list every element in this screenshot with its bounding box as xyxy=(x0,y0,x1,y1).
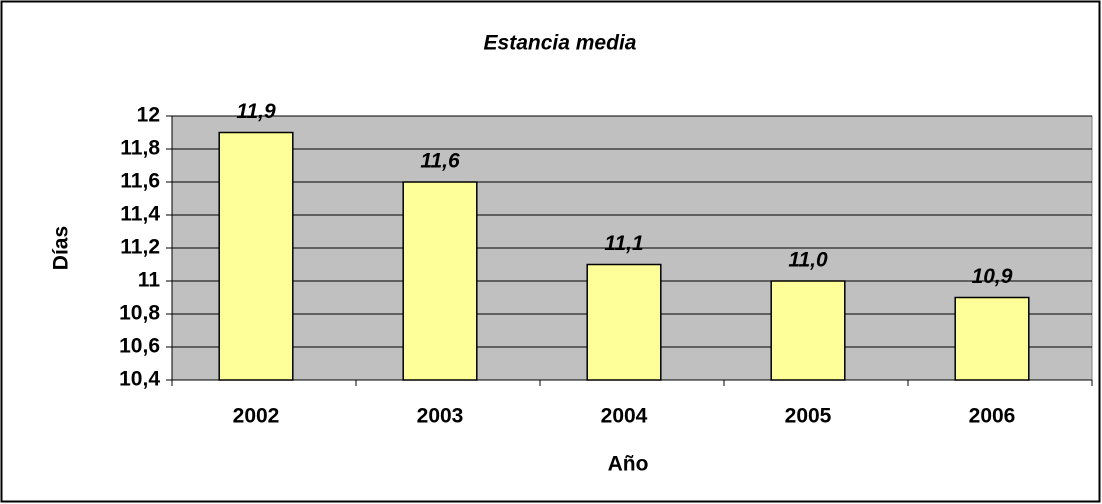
y-tick-label: 11 xyxy=(138,269,161,292)
x-tick-label: 2006 xyxy=(969,405,1016,428)
bar xyxy=(954,296,1030,381)
x-tick-label: 2004 xyxy=(601,405,648,428)
y-tick-label: 11,6 xyxy=(120,170,160,193)
y-tick-label: 11,8 xyxy=(120,137,160,160)
y-tick-label: 10,8 xyxy=(119,302,160,325)
value-label: 11,1 xyxy=(604,232,643,255)
y-tick-label: 10,4 xyxy=(119,368,160,391)
bar xyxy=(402,181,478,381)
x-axis-label: Año xyxy=(608,453,649,476)
x-tick-label: 2003 xyxy=(417,405,464,428)
value-label: 11,0 xyxy=(788,249,828,272)
chart-title: Estancia media xyxy=(484,32,637,55)
x-tick-label: 2005 xyxy=(785,405,832,428)
y-tick-label: 11,4 xyxy=(120,203,160,226)
value-label: 10,9 xyxy=(972,265,1013,288)
y-tick-label: 10,6 xyxy=(119,335,160,358)
bar xyxy=(770,280,846,381)
y-tick-label: 11,2 xyxy=(120,236,160,259)
value-label: 11,9 xyxy=(236,100,276,123)
value-label: 11,6 xyxy=(420,150,460,173)
bar xyxy=(218,131,294,381)
y-tick-label: 12 xyxy=(137,104,160,127)
bar xyxy=(586,263,662,381)
x-tick-label: 2002 xyxy=(233,405,280,428)
y-axis-label: Días xyxy=(50,226,73,270)
